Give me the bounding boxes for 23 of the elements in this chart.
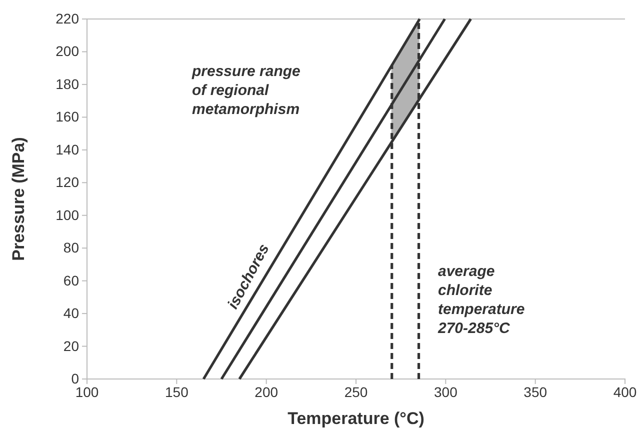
y-axis-title: Pressure (MPa) — [9, 137, 28, 261]
x-tick-label: 250 — [344, 384, 368, 400]
y-tick-label: 200 — [56, 43, 80, 60]
y-tick-label: 220 — [56, 10, 80, 26]
y-tick-label: 20 — [63, 338, 80, 354]
y-tick-label: 0 — [71, 370, 80, 386]
annotation: pressure range of regional metamorphism — [191, 63, 300, 118]
annotation: average chlorite temperature 270-285°C — [437, 263, 525, 337]
x-tick-label: 100 — [75, 384, 99, 400]
y-tick-label: 160 — [56, 108, 80, 125]
y-tick-label: 100 — [56, 206, 80, 223]
x-axis-title: Temperature (°C) — [288, 409, 424, 428]
x-tick-label: 350 — [524, 384, 548, 400]
x-tick-label: 400 — [613, 384, 637, 400]
y-tick-label: 40 — [63, 305, 80, 322]
y-tick-label: 140 — [56, 141, 80, 158]
y-tick-label: 180 — [56, 76, 80, 92]
x-tick-label: 150 — [164, 384, 189, 400]
y-tick-label: 60 — [63, 272, 80, 288]
x-tick-label: 300 — [434, 384, 458, 400]
x-tick-label: 200 — [254, 384, 278, 400]
y-tick-label: 80 — [63, 240, 80, 256]
y-tick-label: 120 — [56, 174, 80, 190]
